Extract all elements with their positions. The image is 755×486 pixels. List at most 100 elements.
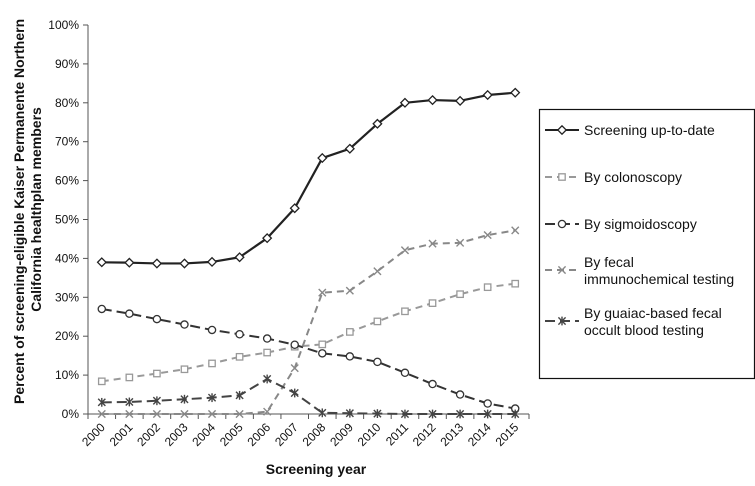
x-tick-label: 2005 (217, 420, 246, 449)
data-point (152, 396, 162, 406)
data-point (482, 89, 493, 101)
data-point (262, 334, 272, 343)
x-tick-label: 2009 (327, 420, 356, 449)
data-point (290, 340, 299, 350)
data-point (263, 374, 272, 384)
x-tick-label: 2004 (189, 420, 218, 449)
data-point (290, 388, 299, 398)
series-1 (96, 87, 521, 269)
data-point (400, 246, 410, 255)
y-axis-title: Percent of screening-eligible Kaiser Per… (11, 15, 44, 404)
series-line (101, 229, 516, 415)
data-point (290, 364, 299, 373)
y-tick-label: 20% (55, 329, 79, 343)
data-point (511, 279, 520, 288)
legend-label: occult blood testing (584, 322, 704, 338)
data-point (97, 397, 106, 407)
data-point (263, 348, 272, 357)
data-point (152, 409, 162, 419)
series-line (101, 377, 516, 415)
data-point (180, 320, 189, 329)
series-layer (96, 87, 521, 419)
data-point (428, 299, 437, 307)
y-tick-label: 60% (55, 174, 79, 188)
y-tick-label: 0% (62, 407, 80, 421)
data-point (317, 152, 328, 164)
data-point (318, 340, 327, 349)
x-tick-label: 2002 (134, 420, 163, 449)
data-point (97, 304, 107, 314)
y-axis-title-line-1: Percent of screening-eligible Kaiser Per… (11, 19, 27, 404)
x-tick-label: 2001 (107, 420, 136, 449)
data-point (318, 408, 327, 418)
legend-entry: Screening up-to-date (545, 122, 715, 138)
legend-label: By guaiac-based fecal (584, 305, 722, 321)
data-point (318, 288, 327, 297)
x-tick-label: 2012 (410, 420, 439, 449)
data-point (125, 309, 134, 318)
data-point (427, 94, 438, 106)
data-point (511, 409, 520, 419)
legend-label: immunochemical testing (584, 271, 734, 287)
x-tick-label: 2000 (79, 420, 108, 449)
legend-swatch-marker (558, 173, 566, 181)
y-tick-label: 50% (55, 213, 79, 227)
data-point (124, 257, 135, 268)
legend-swatch-marker (557, 316, 567, 326)
data-point (97, 409, 106, 419)
data-point (180, 409, 189, 419)
data-point (180, 365, 189, 374)
data-point (373, 409, 382, 419)
data-point (207, 409, 217, 419)
data-point (428, 409, 437, 419)
data-point (455, 390, 465, 399)
y-tick-label: 80% (55, 96, 79, 110)
x-tick-label: 2003 (162, 420, 191, 449)
data-point (206, 256, 218, 268)
data-point (235, 352, 244, 361)
y-tick-label: 90% (55, 57, 79, 71)
data-point (125, 397, 134, 407)
data-point (289, 203, 300, 214)
x-tick-label: 2006 (244, 420, 273, 449)
data-point (345, 352, 355, 361)
data-point (179, 258, 190, 269)
data-point (400, 409, 410, 419)
series-line (101, 91, 516, 265)
series-line (101, 282, 516, 383)
series-line (101, 307, 516, 410)
data-point (428, 379, 437, 389)
data-point (208, 359, 216, 368)
series-2 (97, 279, 520, 386)
legend-swatch-marker (557, 219, 567, 229)
data-point (455, 238, 465, 247)
x-tick-label: 2011 (383, 420, 411, 448)
x-tick-label: 2010 (355, 420, 384, 449)
legend-entry: By colonoscopy (545, 169, 682, 185)
data-point (207, 393, 217, 403)
series-5 (97, 374, 520, 419)
data-point (373, 317, 382, 326)
x-tick-label: 2013 (437, 420, 466, 449)
x-axis-title: Screening year (266, 461, 367, 477)
legend-box (538, 108, 755, 380)
data-point (455, 409, 465, 419)
data-point (125, 373, 134, 382)
data-point (456, 290, 464, 299)
data-point (153, 369, 161, 378)
x-tick-label: 2008 (300, 420, 329, 449)
data-point (483, 409, 492, 419)
data-point (235, 409, 244, 419)
data-point (345, 408, 354, 418)
data-point (511, 226, 520, 235)
x-tick-label: 2015 (493, 420, 522, 449)
data-point (373, 267, 382, 276)
data-point (262, 233, 273, 244)
data-point (263, 407, 272, 416)
data-point (401, 307, 409, 316)
legend-label: Screening up-to-date (584, 122, 715, 138)
data-point (180, 394, 189, 404)
data-point (428, 239, 437, 248)
legend: Screening up-to-date By colonoscopy By sig… (538, 108, 755, 380)
